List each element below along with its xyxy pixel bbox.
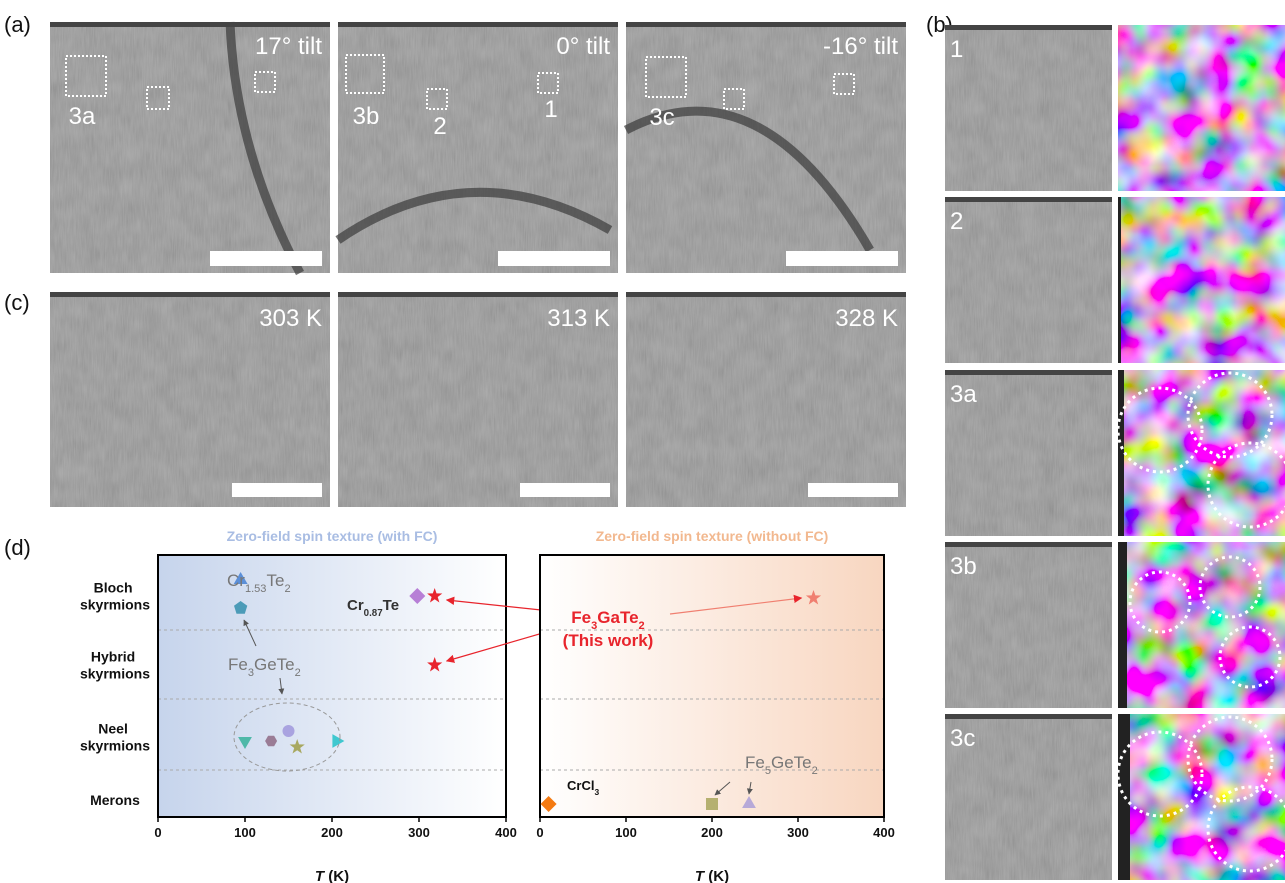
scale-bar <box>520 483 610 497</box>
temperature-label: 303 K <box>259 305 322 332</box>
tilt-label: -16° tilt <box>823 33 898 60</box>
x-axis-label: T (K) <box>695 868 729 883</box>
row-label: 2 <box>950 208 963 235</box>
scale-bar <box>808 483 898 497</box>
micrograph-edge <box>945 542 1112 547</box>
temperature-label: 328 K <box>835 305 898 332</box>
row-label: 1 <box>950 36 963 63</box>
micrograph-edge <box>945 714 1112 719</box>
highlight-label: (This work) <box>563 631 654 650</box>
y-tick-label: Bloch skyrmions <box>80 580 150 613</box>
scale-bar <box>210 251 322 266</box>
data-point <box>283 725 295 737</box>
x-tick-label: 400 <box>873 825 895 840</box>
plot-background <box>158 555 506 817</box>
x-tick-label: 0 <box>154 825 161 840</box>
row-label: 3b <box>950 553 977 580</box>
x-tick-label: 200 <box>321 825 343 840</box>
x-tick-label: 100 <box>234 825 256 840</box>
phase-map-color <box>1130 714 1285 880</box>
scale-bar <box>232 483 322 497</box>
x-tick-label: 300 <box>787 825 809 840</box>
row-label: 3c <box>950 725 975 752</box>
x-axis-label: T (K) <box>315 868 349 883</box>
phase-map-color <box>1124 370 1285 536</box>
row-label: 3a <box>950 381 977 408</box>
region-label: 3a <box>69 103 96 130</box>
panel-label: (a) <box>4 12 31 37</box>
scale-bar <box>786 251 898 266</box>
scale-bar <box>498 251 610 266</box>
chart-title: Zero-field spin texture (without FC) <box>596 528 829 544</box>
micrograph-edge <box>626 292 906 297</box>
micrograph-edge <box>50 292 330 297</box>
tilt-label: 0° tilt <box>556 33 610 60</box>
figure: (a)(b)(c)(d)17° tilt3a0° tilt3b21-16° ti… <box>0 0 1285 883</box>
region-label: 3b <box>353 103 380 130</box>
micrograph-texture <box>945 197 1112 363</box>
region-label: 1 <box>544 96 557 123</box>
micrograph-edge <box>945 197 1112 202</box>
tilt-label: 17° tilt <box>255 33 322 60</box>
x-tick-label: 300 <box>408 825 430 840</box>
region-label: 3c <box>649 104 674 131</box>
x-tick-label: 0 <box>536 825 543 840</box>
micrograph-edge <box>945 25 1112 30</box>
y-tick-label: Merons <box>90 792 140 808</box>
temperature-label: 313 K <box>547 305 610 332</box>
phase-map-color <box>1118 25 1285 191</box>
y-tick-label: Neel skyrmions <box>80 721 150 754</box>
chart-title: Zero-field spin texture (with FC) <box>227 528 438 544</box>
panel-label: (d) <box>4 535 31 560</box>
x-tick-label: 200 <box>701 825 723 840</box>
micrograph-edge <box>50 22 330 27</box>
x-tick-label: 100 <box>615 825 637 840</box>
panel-label: (c) <box>4 290 30 315</box>
y-tick-label: Hybrid skyrmions <box>80 649 150 682</box>
phase-map-color <box>1121 197 1285 363</box>
micrograph-edge <box>338 292 618 297</box>
region-label: 2 <box>433 113 446 140</box>
micrograph-edge <box>626 22 906 27</box>
micrograph-texture <box>945 25 1112 191</box>
x-tick-label: 400 <box>495 825 517 840</box>
micrograph-edge <box>945 370 1112 375</box>
data-point <box>706 798 718 810</box>
micrograph-edge <box>338 22 618 27</box>
